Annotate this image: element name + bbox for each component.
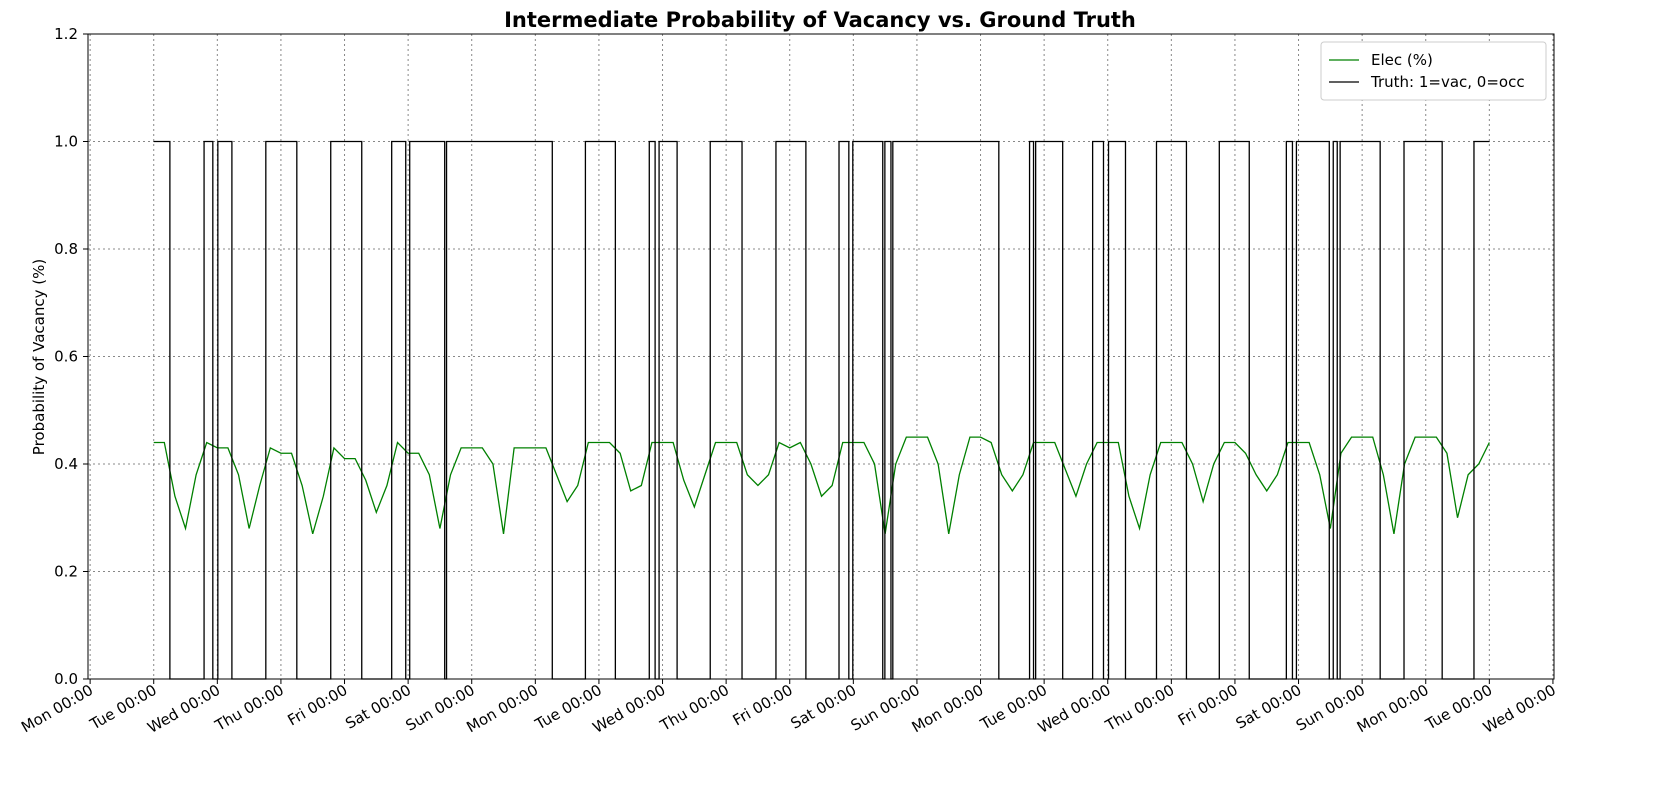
x-tick-label: Mon 00:00: [1354, 681, 1432, 736]
x-tick-label: Wed 00:00: [144, 681, 223, 737]
x-tick-label: Wed 00:00: [1480, 681, 1559, 737]
legend-label: Elec (%): [1371, 51, 1433, 69]
chart-title: Intermediate Probability of Vacancy vs. …: [504, 8, 1136, 32]
y-axis-label: Probability of Vacancy (%): [30, 259, 48, 455]
y-tick-label: 0.6: [54, 348, 78, 366]
x-tick-label: Thu 00:00: [211, 681, 287, 735]
y-tick-label: 0.4: [54, 455, 78, 473]
x-tick-label: Thu 00:00: [1102, 681, 1178, 735]
legend-box: [1320, 41, 1547, 101]
y-tick-label: 0.0: [54, 670, 78, 688]
y-tick-label: 1.2: [54, 25, 78, 43]
y-tick-label: 0.2: [54, 563, 78, 581]
x-tick-label: Wed 00:00: [590, 681, 669, 737]
x-tick-label: Fri 00:00: [284, 681, 350, 730]
x-tick-label: Fri 00:00: [1175, 681, 1241, 730]
series-line: [153, 140, 1490, 680]
y-tick-label: 0.8: [54, 240, 78, 258]
x-tick-label: Thu 00:00: [656, 681, 732, 735]
x-tick-label: Mon 00:00: [909, 681, 987, 736]
x-tick-label: Wed 00:00: [1035, 681, 1114, 737]
x-tick-label: Sat 00:00: [342, 681, 414, 733]
y-tick-label: 1.0: [54, 133, 78, 151]
x-tick-label: Mon 00:00: [463, 681, 541, 736]
x-tick-label: Sat 00:00: [787, 681, 859, 733]
x-tick-label: Mon 00:00: [18, 681, 96, 736]
x-tick-label: Fri 00:00: [730, 681, 796, 730]
plot-frame: [87, 33, 1555, 680]
series-line: [153, 436, 1490, 535]
legend-label: Truth: 1=vac, 0=occ: [1370, 73, 1525, 91]
x-tick-label: Sat 00:00: [1233, 681, 1305, 733]
